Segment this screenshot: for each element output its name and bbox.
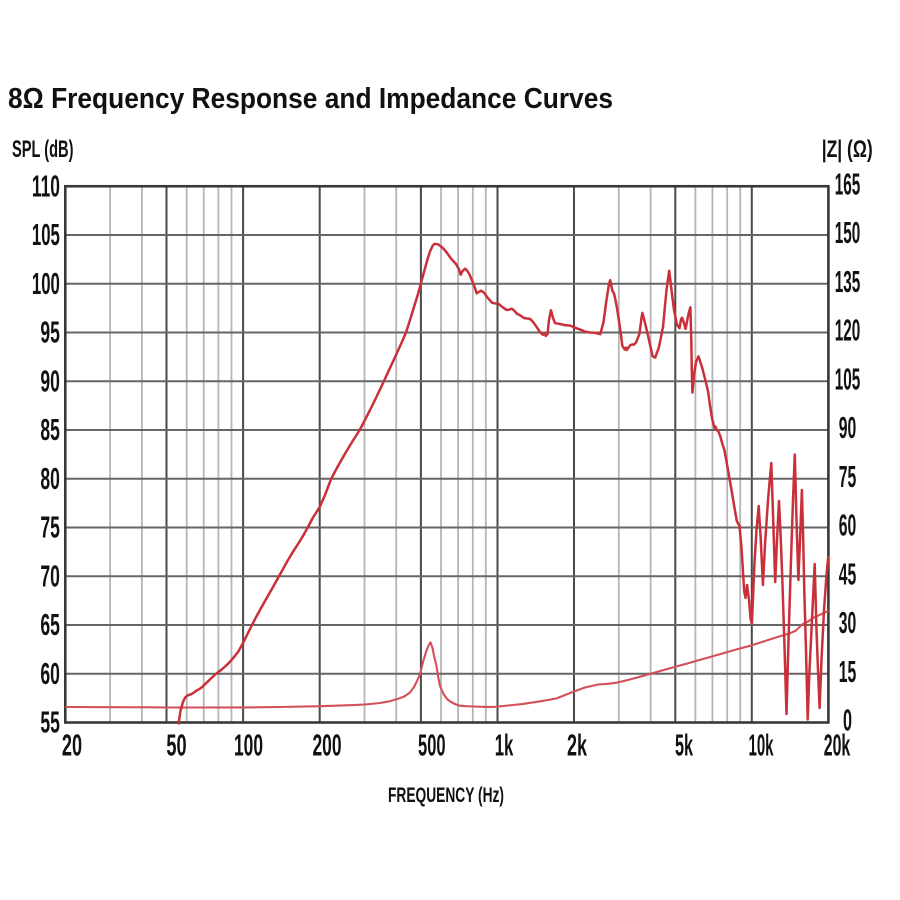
svg-text:135: 135 [835, 265, 861, 299]
svg-text:8Ω Frequency Response and Impe: 8Ω Frequency Response and Impedance Curv… [8, 83, 613, 115]
svg-text:95: 95 [40, 316, 60, 350]
svg-text:90: 90 [839, 411, 857, 445]
svg-text:|Z| (Ω): |Z| (Ω) [822, 136, 873, 163]
svg-text:60: 60 [40, 657, 60, 691]
svg-text:70: 70 [40, 559, 60, 593]
svg-text:80: 80 [40, 462, 60, 496]
svg-text:2k: 2k [567, 728, 587, 762]
svg-text:100: 100 [234, 728, 263, 762]
svg-text:20: 20 [62, 728, 82, 762]
svg-text:150: 150 [835, 216, 861, 250]
svg-text:10k: 10k [749, 728, 774, 762]
svg-text:100: 100 [32, 267, 60, 301]
svg-text:45: 45 [839, 557, 857, 591]
svg-text:165: 165 [835, 167, 861, 201]
svg-text:75: 75 [40, 511, 60, 545]
svg-text:110: 110 [32, 169, 60, 203]
svg-text:105: 105 [32, 218, 60, 252]
svg-text:20k: 20k [824, 728, 851, 762]
svg-text:55: 55 [40, 706, 60, 740]
svg-text:FREQUENCY (Hz): FREQUENCY (Hz) [388, 783, 504, 807]
svg-text:65: 65 [40, 608, 60, 642]
svg-text:60: 60 [839, 509, 857, 543]
svg-text:105: 105 [835, 362, 861, 396]
svg-text:90: 90 [40, 364, 60, 398]
svg-text:5k: 5k [675, 728, 693, 762]
svg-text:SPL (dB): SPL (dB) [12, 136, 74, 163]
svg-text:75: 75 [839, 460, 857, 494]
svg-text:120: 120 [835, 314, 861, 348]
svg-text:30: 30 [839, 606, 857, 640]
svg-text:15: 15 [839, 655, 857, 689]
svg-text:50: 50 [166, 728, 186, 762]
svg-text:200: 200 [313, 728, 342, 762]
svg-text:0: 0 [843, 704, 852, 738]
svg-text:1k: 1k [495, 728, 514, 762]
svg-text:500: 500 [418, 728, 446, 762]
svg-text:85: 85 [40, 413, 60, 447]
